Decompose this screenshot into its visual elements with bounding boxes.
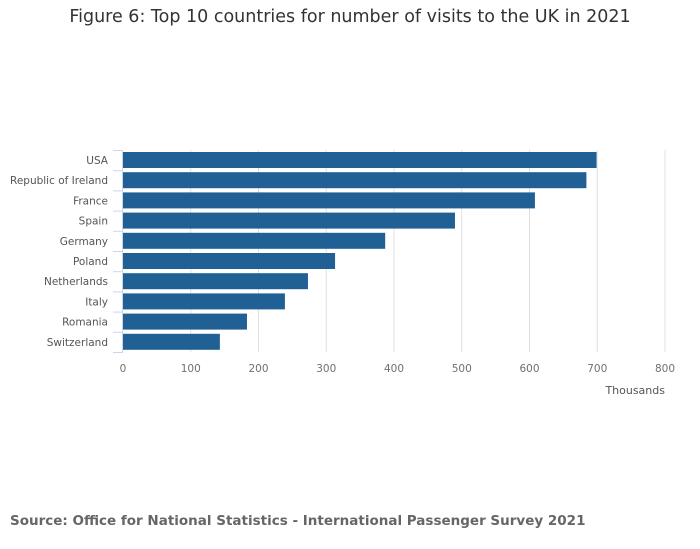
- y-tick-label: Germany: [60, 236, 108, 248]
- x-tick-label: 300: [316, 363, 336, 375]
- bar: [123, 293, 285, 310]
- y-tick-label: France: [73, 195, 108, 207]
- bar: [123, 253, 336, 269]
- x-tick-label: 400: [384, 363, 404, 375]
- x-tick-label: 100: [181, 363, 201, 375]
- bar: [123, 333, 220, 350]
- y-tick-label: Spain: [79, 216, 108, 228]
- y-tick-label: Netherlands: [44, 276, 108, 288]
- x-tick-label: 0: [120, 363, 127, 375]
- y-tick-label: Republic of Ireland: [10, 175, 108, 187]
- bar: [123, 232, 386, 249]
- x-tick-label: 600: [519, 363, 539, 375]
- y-tick-label: Switzerland: [47, 337, 108, 349]
- x-tick-label: 500: [452, 363, 472, 375]
- y-tick-label: Romania: [62, 317, 108, 329]
- bar: [123, 273, 308, 290]
- x-tick-label: 200: [248, 363, 268, 375]
- source-note: Source: Office for National Statistics -…: [10, 513, 586, 529]
- x-tick-label: 800: [655, 363, 675, 375]
- x-axis-title: Thousands: [604, 384, 665, 397]
- x-tick-label: 700: [587, 363, 607, 375]
- bar: [123, 152, 597, 168]
- bar: [123, 313, 247, 330]
- bar: [123, 192, 535, 209]
- y-tick-label: Italy: [85, 296, 108, 308]
- chart-title: Figure 6: Top 10 countries for number of…: [69, 7, 631, 27]
- y-tick-label: Poland: [73, 256, 108, 268]
- bar-chart: 0 100 200 300 400 500 600 700 800 USA Republic of …: [10, 150, 675, 397]
- bar: [123, 172, 587, 189]
- y-tick-label: USA: [86, 155, 109, 167]
- bar: [123, 212, 455, 229]
